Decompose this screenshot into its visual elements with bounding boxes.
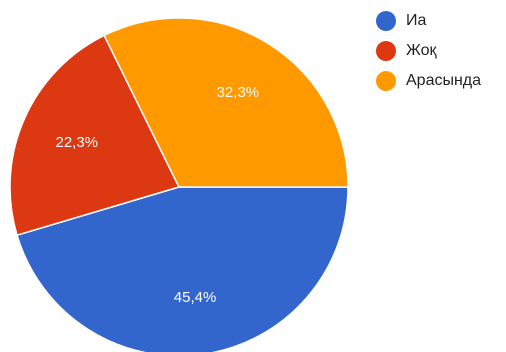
- legend-item-arasynda[interactable]: Арасында: [376, 66, 481, 96]
- pie-slice-arasynda[interactable]: [103, 17, 349, 188]
- pie-slice-ia[interactable]: [16, 186, 349, 352]
- legend-item-ia[interactable]: Иа: [376, 6, 481, 36]
- legend-label-arasynda: Арасында: [406, 72, 482, 89]
- pie-label-arasynda: 32,3%: [217, 84, 260, 101]
- legend-item-zhoq[interactable]: Жоқ: [376, 36, 481, 66]
- pie-label-ia: 45,4%: [174, 289, 217, 306]
- legend: Иа Жоқ Арасында: [376, 6, 481, 96]
- legend-label-zhoq: Жоқ: [406, 42, 437, 59]
- pie-slices: [9, 17, 349, 352]
- legend-swatch-zhoq: [376, 41, 396, 61]
- legend-label-ia: Иа: [406, 12, 427, 29]
- legend-swatch-arasynda: [376, 71, 396, 91]
- pie-slice-zhoq[interactable]: [9, 34, 181, 237]
- pie-labels: 45,4% 22,3% 32,3%: [55, 84, 259, 306]
- legend-swatch-ia: [376, 11, 396, 31]
- pie-label-zhoq: 22,3%: [55, 134, 98, 151]
